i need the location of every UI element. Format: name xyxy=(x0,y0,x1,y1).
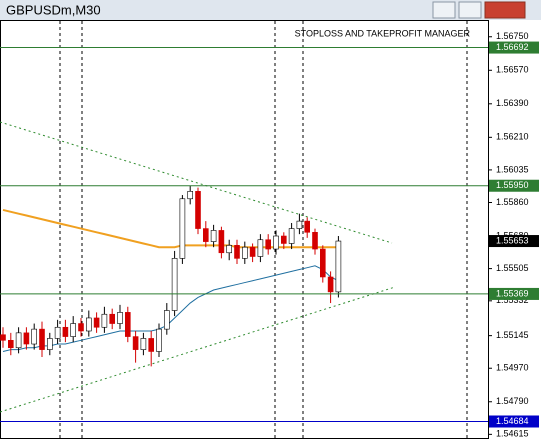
y-tick-label: 1.56210 xyxy=(496,132,529,142)
level-box xyxy=(489,235,539,248)
candle-body xyxy=(171,258,178,311)
candle-body xyxy=(140,338,147,350)
maximize-button[interactable] xyxy=(458,1,482,19)
candle-body xyxy=(249,246,256,257)
candle-body xyxy=(117,312,123,324)
title-bar xyxy=(0,0,541,20)
candle-body xyxy=(335,240,342,293)
candle-body xyxy=(312,231,318,250)
y-tick-label: 1.54615 xyxy=(496,429,529,439)
candle-body xyxy=(101,313,108,328)
level-label: 1.55653 xyxy=(496,235,529,245)
candle-body xyxy=(109,313,115,324)
close-button[interactable] xyxy=(484,1,526,19)
candle-body xyxy=(226,245,232,254)
y-tick-label: 1.54790 xyxy=(496,396,529,406)
y-tick-label: 1.56390 xyxy=(496,98,529,108)
candle-body xyxy=(164,310,170,330)
candle-body xyxy=(46,338,53,350)
candle-body xyxy=(327,276,334,293)
candle-body xyxy=(156,328,162,352)
minimize-button[interactable] xyxy=(432,1,456,19)
candle-body xyxy=(132,336,139,350)
candle-body xyxy=(86,317,92,332)
candle-body xyxy=(23,332,30,345)
candle-body xyxy=(288,228,295,244)
candle-body xyxy=(319,248,326,278)
candle-body xyxy=(296,220,303,229)
level-box xyxy=(489,179,539,192)
candle-body xyxy=(70,323,76,337)
level-label: 1.56692 xyxy=(496,42,529,52)
candle-body xyxy=(234,245,240,259)
candle-body xyxy=(62,326,69,337)
level-label: 1.55950 xyxy=(496,180,529,190)
trend-lines xyxy=(0,121,396,413)
level-label: 1.54684 xyxy=(496,416,529,426)
candle-body xyxy=(39,328,45,350)
level-box xyxy=(489,41,539,54)
moving-average xyxy=(2,265,339,352)
candle-body xyxy=(125,312,131,337)
chart-title: GBPUSDm,M30 xyxy=(6,2,101,17)
y-tick-label: 1.54970 xyxy=(496,363,529,373)
level-label: 1.55369 xyxy=(496,288,529,298)
candle-body xyxy=(8,340,14,349)
candle-body xyxy=(210,230,217,242)
y-tick-label: 1.55332 xyxy=(496,295,529,305)
y-tick-label: 1.56750 xyxy=(496,31,529,41)
y-tick-label: 1.55505 xyxy=(496,263,529,273)
y-tick-label: 1.55860 xyxy=(496,197,529,207)
candle-body xyxy=(304,220,311,233)
candle-body xyxy=(242,246,248,259)
candle-body xyxy=(31,328,38,345)
candle-body xyxy=(54,326,61,339)
candle-body xyxy=(148,338,154,352)
level-box xyxy=(489,415,539,428)
y-tick-label: 1.56035 xyxy=(496,164,529,174)
candle-body xyxy=(0,334,6,341)
moving-average xyxy=(2,208,339,249)
candle-body xyxy=(93,317,100,328)
y-tick-label: 1.56570 xyxy=(496,65,529,75)
candle-body xyxy=(187,191,193,200)
y-tick-label: 1.55145 xyxy=(496,330,529,340)
candle-body xyxy=(257,239,264,257)
candle-body xyxy=(273,235,279,250)
candle-body xyxy=(179,198,186,259)
level-box xyxy=(489,287,539,300)
candle-body xyxy=(280,235,287,244)
plot-area xyxy=(0,20,489,439)
candle-body xyxy=(78,323,84,332)
window-buttons[interactable] xyxy=(432,1,526,19)
annotation: STOPLOSS AND TAKEPROFIT MANAGER xyxy=(295,28,471,38)
candle-body xyxy=(15,332,22,349)
candle-body xyxy=(195,191,201,229)
candle-body xyxy=(203,228,209,242)
candle-body xyxy=(218,230,225,254)
candle-body xyxy=(265,239,272,250)
